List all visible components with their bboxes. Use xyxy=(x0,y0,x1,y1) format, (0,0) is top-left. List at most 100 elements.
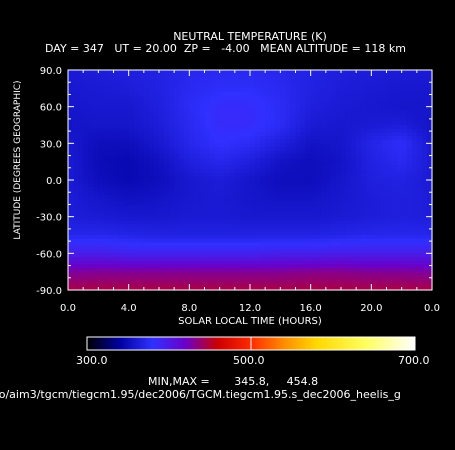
heatmap-cell xyxy=(411,154,418,159)
heatmap-cell xyxy=(341,114,347,119)
heatmap-cell xyxy=(78,194,84,199)
heatmap-cell xyxy=(381,95,388,100)
heatmap-cell xyxy=(164,110,170,115)
heatmap-cell xyxy=(204,257,211,262)
heatmap-cell xyxy=(325,202,332,207)
heatmap-cell xyxy=(189,257,195,262)
heatmap-cell xyxy=(113,84,120,89)
heatmap-cell xyxy=(229,194,236,199)
heatmap-cell xyxy=(108,257,115,262)
heatmap-cell xyxy=(128,84,135,89)
heatmap-cell xyxy=(280,224,286,229)
heatmap-cell xyxy=(108,172,115,177)
heatmap-cell xyxy=(108,143,115,148)
heatmap-cell xyxy=(325,136,332,141)
heatmap-cell xyxy=(280,238,286,243)
heatmap-cell xyxy=(416,271,423,276)
heatmap-cell xyxy=(300,249,307,254)
heatmap-cell xyxy=(356,158,362,163)
heatmap-cell xyxy=(118,136,125,141)
heatmap-cell xyxy=(361,282,367,287)
heatmap-cell xyxy=(325,95,332,100)
heatmap-cell xyxy=(153,103,160,108)
heatmap-cell xyxy=(204,268,211,273)
heatmap-cell xyxy=(275,84,281,89)
heatmap-cell xyxy=(285,125,292,130)
heatmap-cell xyxy=(341,103,347,108)
colorbar-swatch xyxy=(400,337,404,350)
heatmap-cell xyxy=(103,216,110,221)
colorbar-swatch xyxy=(330,337,334,350)
heatmap-cell xyxy=(416,99,423,104)
heatmap-cell xyxy=(234,128,241,133)
heatmap-cell xyxy=(396,242,403,247)
heatmap-cell xyxy=(118,282,125,287)
heatmap-cell xyxy=(305,81,312,86)
heatmap-cell xyxy=(118,213,125,218)
heatmap-cell xyxy=(255,202,261,207)
heatmap-cell xyxy=(371,220,377,225)
heatmap-cell xyxy=(315,147,322,152)
heatmap-cell xyxy=(93,154,99,159)
heatmap-cell xyxy=(174,121,180,126)
heatmap-cell xyxy=(73,286,79,291)
heatmap-cell xyxy=(103,95,110,100)
heatmap-cell xyxy=(184,257,190,262)
heatmap-cell xyxy=(421,249,428,254)
heatmap-cell xyxy=(295,77,302,82)
heatmap-cell xyxy=(320,202,327,207)
heatmap-cell xyxy=(310,202,317,207)
heatmap-cell xyxy=(290,95,297,100)
heatmap-cell xyxy=(113,271,120,276)
heatmap-cell xyxy=(244,150,251,155)
heatmap-cell xyxy=(270,154,276,159)
colorbar-swatch xyxy=(238,337,242,350)
heatmap-cell xyxy=(285,213,292,218)
heatmap-cell xyxy=(73,205,79,210)
heatmap-cell xyxy=(118,95,125,100)
heatmap-cell xyxy=(416,220,423,225)
heatmap-cell xyxy=(189,139,195,144)
heatmap-cell xyxy=(174,154,180,159)
heatmap-cell xyxy=(199,275,206,280)
heatmap-cell xyxy=(148,198,155,203)
colorbar-swatch xyxy=(343,337,346,350)
heatmap-cell xyxy=(346,213,352,218)
heatmap-cell xyxy=(209,147,216,152)
heatmap-cell xyxy=(179,238,185,243)
colorbar-swatch xyxy=(300,337,303,350)
heatmap-cell xyxy=(88,70,94,75)
heatmap-cell xyxy=(148,128,155,133)
heatmap-cell xyxy=(194,286,201,291)
heatmap-cell xyxy=(255,279,261,284)
heatmap-cell xyxy=(411,81,418,86)
heatmap-cell xyxy=(366,81,372,86)
heatmap-cell xyxy=(244,198,251,203)
heatmap-cell xyxy=(310,198,317,203)
heatmap-cell xyxy=(224,253,231,258)
heatmap-cell xyxy=(209,268,216,273)
heatmap-cell xyxy=(78,264,84,269)
heatmap-cell xyxy=(381,268,388,273)
heatmap-cell xyxy=(143,268,150,273)
heatmap-cell xyxy=(98,268,104,273)
heatmap-cell xyxy=(290,117,297,122)
heatmap-cell xyxy=(93,242,99,247)
heatmap-cell xyxy=(416,279,423,284)
heatmap-cell xyxy=(219,191,226,196)
heatmap-cell xyxy=(260,187,266,192)
heatmap-cell xyxy=(68,235,74,240)
heatmap-cell xyxy=(174,147,180,152)
heatmap-cell xyxy=(361,194,367,199)
heatmap-cell xyxy=(88,165,94,170)
heatmap-cell xyxy=(346,103,352,108)
heatmap-cell xyxy=(78,84,84,89)
heatmap-cell xyxy=(335,264,342,269)
heatmap-cell xyxy=(159,161,165,166)
heatmap-cell xyxy=(93,213,99,218)
heatmap-cell xyxy=(255,268,261,273)
heatmap-cell xyxy=(396,220,403,225)
heatmap-cell xyxy=(310,187,317,192)
heatmap-cell xyxy=(416,202,423,207)
heatmap-cell xyxy=(285,176,292,181)
